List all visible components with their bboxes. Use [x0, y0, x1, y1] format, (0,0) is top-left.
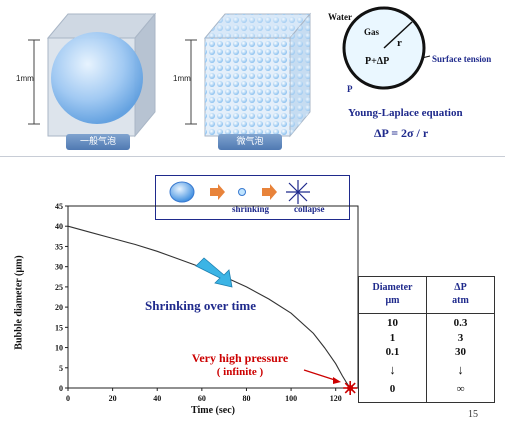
y-tick-label: 5 [59, 364, 63, 373]
table-header-pressure: ΔP atm [427, 281, 494, 307]
scale-bar-2 [185, 39, 197, 125]
y-tick-label: 40 [55, 222, 63, 231]
scale-bar-1 [28, 39, 40, 125]
arrow-right-icon [262, 184, 277, 200]
table-header-diameter: Diameter μm [359, 281, 426, 307]
equation: ΔP = 2σ / r [374, 126, 429, 140]
collapse-burst-center [347, 385, 354, 391]
table-header-diameter-name: Diameter [372, 282, 413, 293]
pressure-pointer [303, 369, 339, 382]
laplace-bubble [342, 6, 431, 90]
process-legend-box: shrinking collapse [155, 175, 350, 220]
radius-label: r [397, 37, 402, 49]
scale-label-1: 1mm [16, 74, 34, 83]
section-divider [0, 156, 505, 157]
outer-pressure-label: P [347, 84, 353, 94]
top-illustrations [28, 6, 431, 138]
y-tick-label: 30 [55, 263, 63, 272]
surface-tension-label: Surface tension [432, 54, 492, 64]
page-number: 15 [468, 409, 478, 420]
collapse-label: collapse [294, 204, 325, 214]
collapse-burst-icon [286, 180, 310, 204]
y-tick-label: 25 [55, 283, 63, 292]
equation-title: Young-Laplace equation [348, 107, 463, 119]
table-header-pressure-unit: atm [452, 295, 469, 306]
table-cell-pressure: 3 [457, 332, 464, 344]
table-cell-pressure: 0.3 [453, 317, 468, 329]
shrinking-arrow-icon [195, 257, 233, 288]
micro-bubble-caption: 微气泡 [218, 134, 282, 150]
table-cell-pressure: 30 [455, 346, 466, 358]
table-cell-diameter: 10 [387, 317, 398, 329]
arrow-right-icon [210, 184, 225, 200]
x-axis-label: Time (sec) [191, 405, 235, 416]
inner-pressure-label: P+ΔP [365, 56, 390, 67]
diameter-line [67, 225, 351, 389]
y-tick-label: 0 [59, 384, 63, 393]
water-label: Water [328, 12, 352, 22]
table-cell-diameter: 1 [389, 332, 396, 344]
x-tick-label: 120 [330, 394, 342, 403]
y-tick-label: 45 [55, 202, 63, 211]
y-tick-label: 10 [55, 344, 63, 353]
pressure-annotation-line2: ( infinite ) [216, 366, 264, 378]
x-tick-label: 100 [285, 394, 297, 403]
process-legend-graphics [169, 180, 310, 204]
table-cell-diameter: 0.1 [385, 346, 400, 358]
y-tick-label: 20 [55, 303, 63, 312]
table-cell-diameter: ↓ [389, 362, 396, 377]
big-bubble-caption: 一般气泡 [66, 134, 130, 150]
y-tick-label: 35 [55, 242, 63, 251]
shrinking-annotation: Shrinking over time [145, 298, 256, 313]
gas-label: Gas [364, 27, 380, 37]
y-axis-label: Bubble diameter (μm) [13, 255, 25, 350]
x-tick-label: 40 [153, 394, 161, 403]
scale-label-2: 1mm [173, 74, 191, 83]
big-bubble-cube [46, 12, 157, 138]
x-tick-label: 0 [66, 394, 70, 403]
x-tick-label: 20 [109, 394, 117, 403]
micro-bubble-cube [203, 12, 312, 138]
table-cell-diameter: 0 [389, 383, 396, 395]
shrinking-label: shrinking [232, 204, 270, 214]
table-cell-pressure: ↓ [457, 362, 464, 377]
table-column-rule [426, 277, 427, 402]
y-tick-label: 15 [55, 323, 63, 332]
pressure-table: Diameter μm ΔP atm 10 0.3 1 3 0.1 30 ↓ ↓ 0 ∞ [358, 276, 495, 403]
small-bubble-icon [238, 188, 246, 196]
pressure-pointer-head [333, 377, 341, 384]
large-bubble-icon [169, 181, 195, 203]
x-tick-label: 80 [242, 394, 250, 403]
table-header-diameter-unit: μm [385, 295, 400, 306]
x-tick-label: 60 [198, 394, 206, 403]
table-header-pressure-name: ΔP [454, 282, 467, 293]
table-cell-pressure: ∞ [456, 383, 465, 395]
pressure-annotation-line1: Very high pressure [191, 351, 289, 365]
